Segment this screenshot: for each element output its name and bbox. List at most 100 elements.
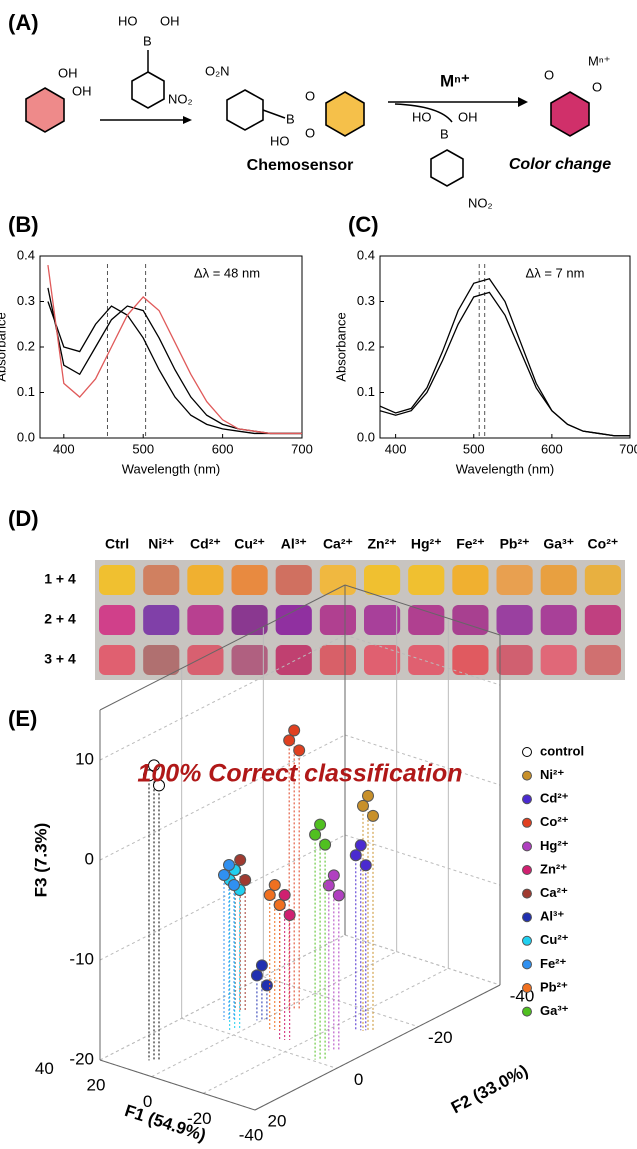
legend-marker (523, 960, 532, 969)
plot-frame (380, 256, 630, 438)
well (320, 565, 356, 595)
f1-tick-label: 40 (35, 1059, 54, 1078)
bond (263, 110, 285, 118)
legend-marker (523, 984, 532, 993)
well (364, 565, 400, 595)
legend-label: Pb²⁺ (540, 979, 568, 994)
spectrum (48, 302, 302, 434)
f2-tick-label: 0 (354, 1070, 363, 1089)
well (143, 645, 179, 675)
point (350, 850, 361, 861)
well (320, 645, 356, 675)
well (99, 565, 135, 595)
legend-label: Ni²⁺ (540, 767, 564, 782)
point (235, 855, 246, 866)
y-axis-label: Absorbance (0, 312, 8, 381)
well (276, 605, 312, 635)
well (585, 605, 621, 635)
y-tick-label: 0.4 (357, 247, 375, 262)
legend-label: Hg²⁺ (540, 838, 569, 853)
f2-tick-label: -20 (428, 1028, 453, 1047)
column-header: Ga³⁺ (543, 536, 574, 552)
atom-label: OH (58, 65, 78, 80)
atom-label: OH (160, 13, 180, 28)
product-ring (551, 92, 589, 136)
well (232, 565, 268, 595)
well (187, 565, 223, 595)
well (276, 565, 312, 595)
well (541, 645, 577, 675)
column-header: Cd²⁺ (190, 536, 221, 552)
well (497, 645, 533, 675)
legend-marker (523, 818, 532, 827)
well (585, 565, 621, 595)
x-tick-label: 500 (463, 441, 485, 456)
row-label: 2 + 4 (44, 611, 76, 627)
grid-line (100, 735, 345, 860)
grid-line (100, 935, 345, 1060)
atom-label: OH (458, 109, 478, 124)
well (497, 565, 533, 595)
point (284, 910, 295, 921)
point (289, 725, 300, 736)
y-tick-label: 0.1 (357, 384, 375, 399)
atom-label: O (305, 88, 315, 103)
point (360, 860, 371, 871)
grid-line (100, 935, 345, 1060)
atom-label: O (544, 67, 554, 82)
well (541, 565, 577, 595)
y-tick-label: 0.2 (17, 338, 35, 353)
atom-label: HO (118, 13, 138, 28)
atom-label: HO (270, 133, 290, 148)
point (363, 790, 374, 801)
boronic-ring (132, 72, 164, 108)
y-tick-label: 0.3 (357, 293, 375, 308)
point (284, 735, 295, 746)
point (310, 829, 321, 840)
point (261, 980, 272, 991)
legend-marker (523, 795, 532, 804)
atom-label: B (440, 126, 449, 141)
point (219, 870, 230, 881)
x-tick-label: 400 (53, 441, 75, 456)
atom-label: NO₂ (168, 91, 193, 106)
column-header: Ni²⁺ (148, 536, 174, 552)
z-axis-label: F3 (7.3%) (31, 823, 50, 898)
point (224, 860, 235, 871)
well (99, 605, 135, 635)
column-header: Fe²⁺ (456, 536, 484, 552)
annotation: Δλ = 48 nm (194, 265, 260, 280)
x-tick-label: 600 (541, 441, 563, 456)
point (320, 839, 331, 850)
grid-line (152, 952, 397, 1077)
atom-label: O₂N (205, 63, 230, 78)
column-header: Co²⁺ (588, 536, 619, 552)
legend-marker (523, 866, 532, 875)
point (358, 800, 369, 811)
column-header: Al³⁺ (281, 536, 307, 552)
well (452, 645, 488, 675)
column-header: Ctrl (105, 536, 129, 552)
column-header: Cu²⁺ (234, 536, 265, 552)
y-tick-label: 0.0 (357, 429, 375, 444)
row-label: 3 + 4 (44, 651, 76, 667)
x-tick-label: 500 (132, 441, 154, 456)
point (269, 880, 280, 891)
legend-label: Zn²⁺ (540, 861, 567, 876)
atom-label: NO₂ (468, 195, 493, 210)
f1-tick-label: -40 (239, 1125, 264, 1144)
point (294, 745, 305, 756)
y-tick-label: 0.3 (17, 293, 35, 308)
point (355, 840, 366, 851)
point (264, 890, 275, 901)
point (279, 890, 290, 901)
legend-label: Cd²⁺ (540, 791, 569, 806)
atom-label: O (305, 125, 315, 140)
atom-label: B (286, 111, 295, 126)
annotation: Δλ = 7 nm (526, 265, 585, 280)
spectrum (380, 292, 630, 435)
well (408, 605, 444, 635)
legend-label: control (540, 743, 584, 758)
arrowhead (518, 97, 528, 107)
result-label: Color change (509, 156, 611, 173)
